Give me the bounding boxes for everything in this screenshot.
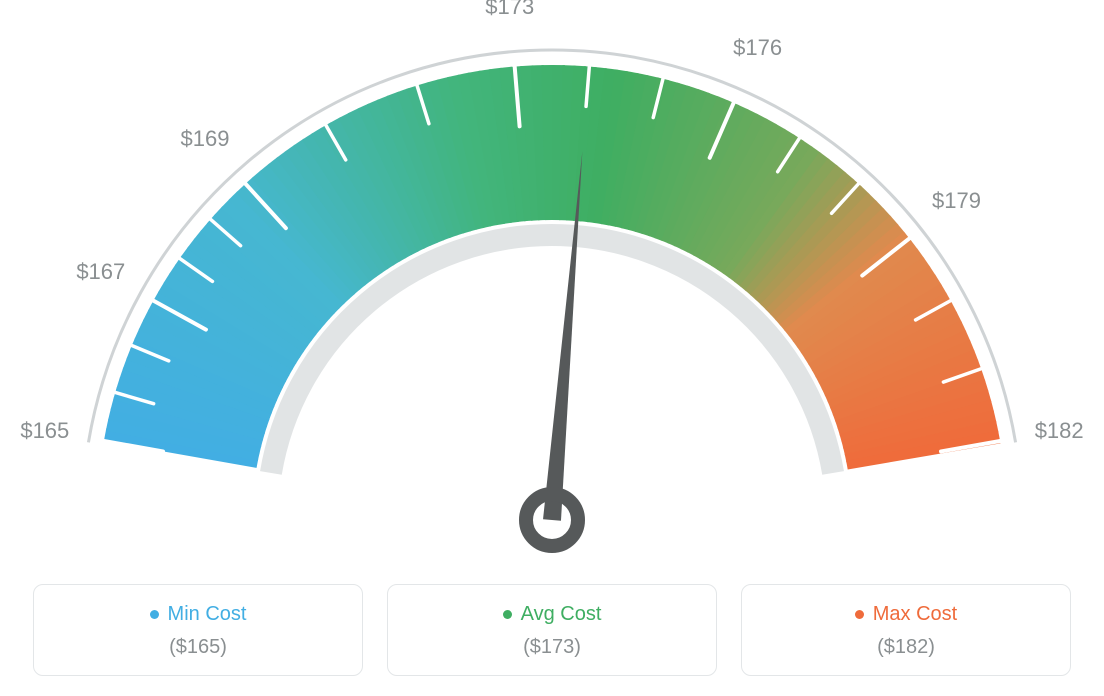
legend-title-min: Min Cost	[150, 603, 247, 626]
legend-label-min: Min Cost	[168, 603, 247, 626]
legend-title-avg: Avg Cost	[503, 603, 602, 626]
gauge-tick-label: $179	[932, 188, 981, 214]
gauge-tick-label: $165	[20, 418, 69, 444]
legend-value-avg: ($173)	[400, 636, 704, 659]
legend-value-min: ($165)	[46, 636, 350, 659]
gauge-tick-label: $176	[733, 35, 782, 61]
legend-label-avg: Avg Cost	[521, 603, 602, 626]
gauge-tick-label: $173	[485, 0, 534, 20]
legend-dot-avg	[503, 610, 512, 619]
legend-value-max: ($182)	[754, 636, 1058, 659]
legend-card-max: Max Cost ($182)	[741, 584, 1071, 676]
legend-card-avg: Avg Cost ($173)	[387, 584, 717, 676]
gauge-tick-label: $169	[181, 126, 230, 152]
gauge-chart: $165$167$169$173$176$179$182	[30, 20, 1074, 560]
legend-row: Min Cost ($165) Avg Cost ($173) Max Cost…	[30, 584, 1074, 676]
legend-card-min: Min Cost ($165)	[33, 584, 363, 676]
legend-title-max: Max Cost	[855, 603, 957, 626]
gauge-tick-label: $182	[1035, 418, 1084, 444]
legend-dot-min	[150, 610, 159, 619]
legend-label-max: Max Cost	[873, 603, 957, 626]
gauge-band	[104, 65, 1001, 469]
gauge-tick-label: $167	[76, 259, 125, 285]
gauge-svg	[30, 20, 1074, 560]
legend-dot-max	[855, 610, 864, 619]
